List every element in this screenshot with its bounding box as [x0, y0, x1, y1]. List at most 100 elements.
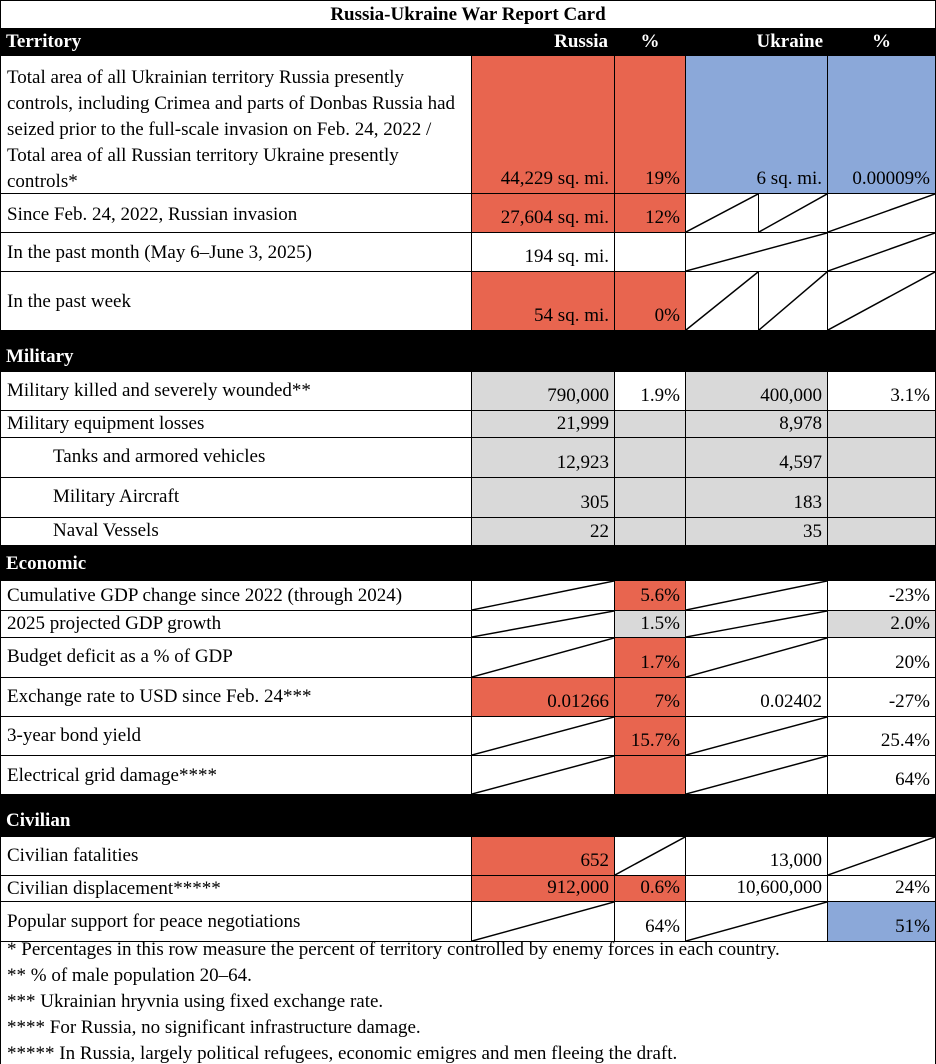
table-row-label: Since Feb. 24, 2022, Russian invasion [0, 194, 472, 233]
table-row-label: Military killed and severely wounded** [0, 372, 472, 411]
empty-cell [828, 478, 936, 518]
empty-cell [686, 233, 828, 272]
russia-value-cell: 652 [472, 837, 615, 876]
ukraine-pct-cell: 51% [828, 902, 936, 942]
ukraine-pct-cell: -27% [828, 678, 936, 717]
table-row-label: In the past month (May 6–June 3, 2025) [0, 233, 472, 272]
russia-value-cell: 22 [472, 518, 615, 546]
ukraine-pct-cell: -23% [828, 581, 936, 611]
russia-pct-cell [615, 756, 686, 795]
empty-cell [686, 756, 828, 795]
footnote: ***** In Russia, largely political refug… [7, 1043, 678, 1064]
footnote: ** % of male population 20–64. [7, 965, 252, 986]
empty-cell [615, 233, 686, 272]
table-row-label: Total area of all Ukrainian territory Ru… [0, 56, 472, 194]
ukraine-pct-cell: 2.0% [828, 611, 936, 638]
territory-header: Territory [0, 29, 472, 56]
ukraine-value-cell: 183 [686, 478, 828, 518]
empty-cell [686, 194, 759, 233]
report-title: Russia-Ukraine War Report Card [0, 0, 936, 29]
russia-value-cell: 305 [472, 478, 615, 518]
russia-pct-cell: 1.9% [615, 372, 686, 411]
empty-cell [472, 717, 615, 756]
table-row-label: Popular support for peace negotiations [0, 902, 472, 942]
russia-pct-column-header: % [615, 29, 686, 56]
empty-cell [615, 837, 686, 876]
russia-value-cell: 21,999 [472, 411, 615, 438]
empty-cell [686, 581, 828, 611]
empty-cell [686, 638, 828, 678]
ukraine-pct-cell: 20% [828, 638, 936, 678]
empty-cell [828, 438, 936, 478]
russia-value-cell: 194 sq. mi. [472, 233, 615, 272]
empty-cell [472, 756, 615, 795]
ukraine-value-cell: 400,000 [686, 372, 828, 411]
empty-cell [686, 611, 828, 638]
empty-cell [472, 902, 615, 942]
military-header: Military [0, 331, 936, 372]
table-row-label: Exchange rate to USD since Feb. 24*** [0, 678, 472, 717]
economic-header: Economic [0, 546, 936, 581]
russia-value-cell: 0.01266 [472, 678, 615, 717]
ukraine-pct-cell: 3.1% [828, 372, 936, 411]
ukraine-column-header: Ukraine [686, 29, 828, 56]
table-row-label: Electrical grid damage**** [0, 756, 472, 795]
footnote: **** For Russia, no significant infrastr… [7, 1017, 421, 1038]
russia-pct-cell: 19% [615, 56, 686, 194]
empty-cell [828, 411, 936, 438]
civilian-header: Civilian [0, 795, 936, 837]
ukraine-value-cell: 8,978 [686, 411, 828, 438]
empty-cell [759, 194, 828, 233]
russia-pct-cell: 15.7% [615, 717, 686, 756]
russia-value-cell: 54 sq. mi. [472, 272, 615, 331]
table-row-label: Cumulative GDP change since 2022 (throug… [0, 581, 472, 611]
russia-pct-cell: 7% [615, 678, 686, 717]
empty-cell [828, 837, 936, 876]
table-row-label: Civilian displacement***** [0, 876, 472, 902]
russia-pct-cell: 5.6% [615, 581, 686, 611]
table-row-label: 3-year bond yield [0, 717, 472, 756]
empty-cell [828, 233, 936, 272]
empty-cell [686, 902, 828, 942]
table-row-label: Military equipment losses [0, 411, 472, 438]
ukraine-value-cell: 0.02402 [686, 678, 828, 717]
ukraine-value-cell: 10,600,000 [686, 876, 828, 902]
russia-pct-cell: 0% [615, 272, 686, 331]
empty-cell [828, 194, 936, 233]
table-row-label: In the past week [0, 272, 472, 331]
empty-cell [615, 438, 686, 478]
empty-cell [759, 272, 828, 331]
empty-cell [472, 611, 615, 638]
russia-column-header: Russia [472, 29, 615, 56]
footnotes: * Percentages in this row measure the pe… [0, 939, 936, 1064]
ukraine-pct-cell: 24% [828, 876, 936, 902]
table-row-label: Civilian fatalities [0, 837, 472, 876]
ukraine-value-cell: 13,000 [686, 837, 828, 876]
russia-pct-cell: 64% [615, 902, 686, 942]
russia-value-cell: 12,923 [472, 438, 615, 478]
ukraine-pct-cell: 25.4% [828, 717, 936, 756]
footnote: * Percentages in this row measure the pe… [7, 939, 780, 960]
table-row-label: Naval Vessels [0, 518, 472, 546]
table-row-label: 2025 projected GDP growth [0, 611, 472, 638]
russia-pct-cell: 0.6% [615, 876, 686, 902]
table-row-label: Tanks and armored vehicles [0, 438, 472, 478]
russia-value-cell: 912,000 [472, 876, 615, 902]
empty-cell [828, 518, 936, 546]
russia-pct-cell: 12% [615, 194, 686, 233]
ukraine-value-cell: 6 sq. mi. [686, 56, 828, 194]
russia-pct-cell: 1.5% [615, 611, 686, 638]
empty-cell [686, 717, 828, 756]
russia-value-cell: 790,000 [472, 372, 615, 411]
empty-cell [472, 581, 615, 611]
russia-pct-cell: 1.7% [615, 638, 686, 678]
empty-cell [615, 411, 686, 438]
russia-value-cell: 44,229 sq. mi. [472, 56, 615, 194]
russia-value-cell: 27,604 sq. mi. [472, 194, 615, 233]
table-row-label: Military Aircraft [0, 478, 472, 518]
footnote: *** Ukrainian hryvnia using fixed exchan… [7, 991, 384, 1012]
empty-cell [472, 638, 615, 678]
empty-cell [615, 478, 686, 518]
ukraine-pct-column-header: % [828, 29, 936, 56]
